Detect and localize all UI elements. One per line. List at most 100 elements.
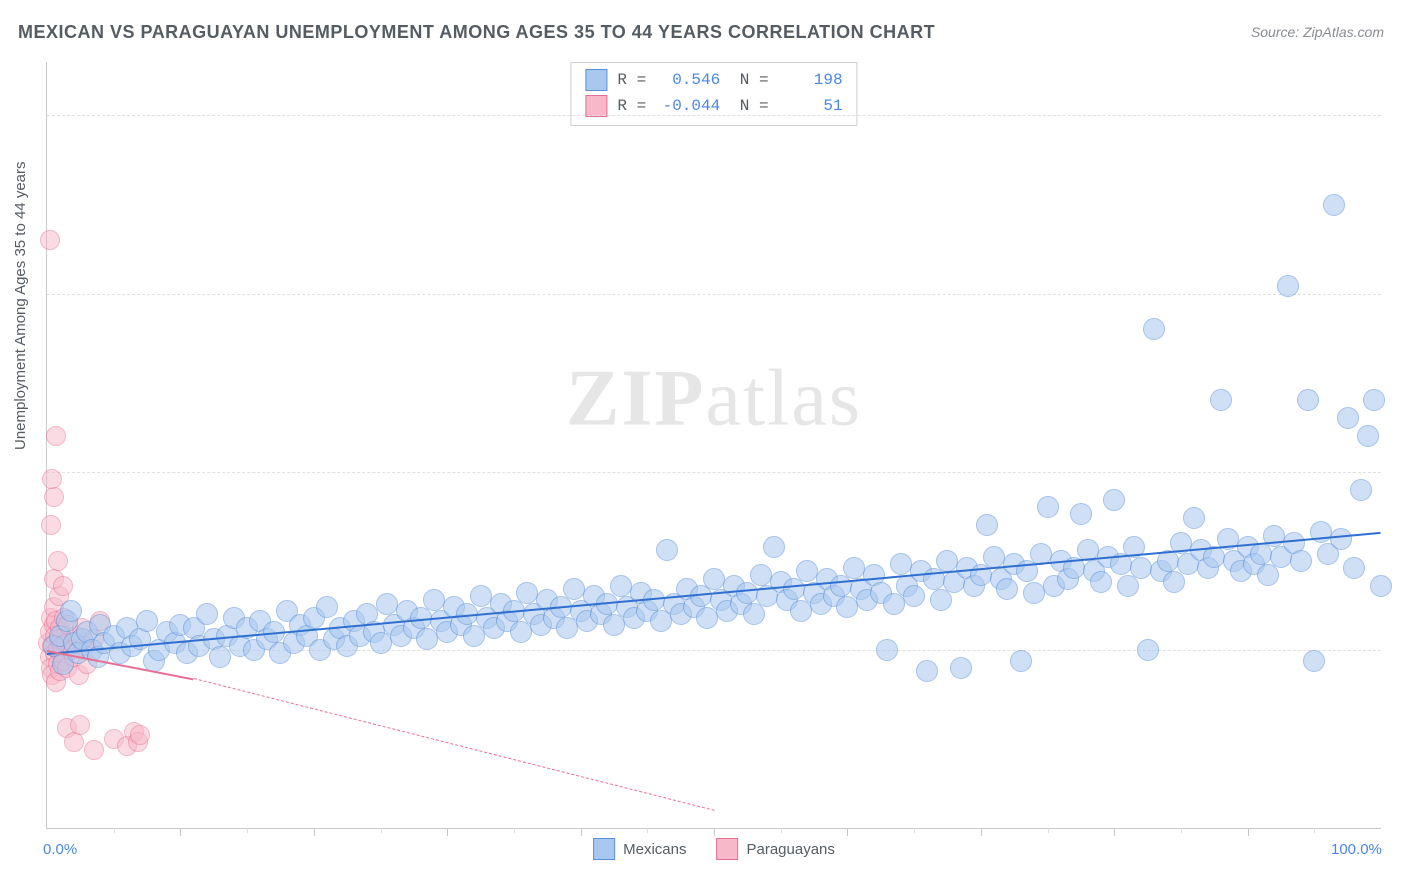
- data-point: [843, 557, 865, 579]
- data-point: [1330, 528, 1352, 550]
- data-point: [603, 614, 625, 636]
- data-point: [1037, 496, 1059, 518]
- legend-item-mexicans: Mexicans: [593, 838, 686, 860]
- data-point: [783, 578, 805, 600]
- data-point: [1143, 318, 1165, 340]
- x-tick: [1248, 828, 1249, 836]
- x-tick: [981, 828, 982, 836]
- data-point: [690, 585, 712, 607]
- watermark-zip: ZIP: [566, 355, 705, 443]
- data-point: [136, 610, 158, 632]
- data-point: [1350, 479, 1372, 501]
- x-tick-minor: [647, 828, 648, 833]
- data-point: [1343, 557, 1365, 579]
- data-point: [510, 621, 532, 643]
- x-tick: [314, 828, 315, 836]
- x-tick: [847, 828, 848, 836]
- data-point: [796, 560, 818, 582]
- data-point: [42, 469, 62, 489]
- data-point: [703, 568, 725, 590]
- legend-label-paraguayans: Paraguayans: [746, 841, 834, 858]
- data-point: [650, 610, 672, 632]
- data-point: [1137, 639, 1159, 661]
- data-point: [1090, 571, 1112, 593]
- data-point: [556, 617, 578, 639]
- y-axis-label: Unemployment Among Ages 35 to 44 years: [12, 161, 29, 450]
- x-tick-minor: [247, 828, 248, 833]
- data-point: [790, 600, 812, 622]
- data-point: [563, 578, 585, 600]
- data-point: [196, 603, 218, 625]
- data-point: [1010, 650, 1032, 672]
- data-point: [950, 657, 972, 679]
- data-point: [423, 589, 445, 611]
- x-tick-minor: [1181, 828, 1182, 833]
- legend-item-paraguayans: Paraguayans: [716, 838, 834, 860]
- stat-r-mex: 0.546: [656, 67, 720, 93]
- data-point: [1277, 275, 1299, 297]
- data-point: [836, 596, 858, 618]
- x-tick: [581, 828, 582, 836]
- x-tick: [447, 828, 448, 836]
- data-point: [890, 553, 912, 575]
- stat-n-label: N =: [730, 67, 768, 93]
- data-point: [983, 546, 1005, 568]
- data-point: [1070, 503, 1092, 525]
- x-tick-minor: [381, 828, 382, 833]
- data-point: [1183, 507, 1205, 529]
- x-tick-label: 100.0%: [1331, 841, 1382, 858]
- data-point: [463, 625, 485, 647]
- x-tick-minor: [914, 828, 915, 833]
- x-tick: [180, 828, 181, 836]
- data-point: [903, 585, 925, 607]
- data-point: [370, 632, 392, 654]
- stat-n-mex: 198: [779, 67, 843, 93]
- data-point: [84, 740, 104, 760]
- data-point: [44, 487, 64, 507]
- data-point: [1357, 425, 1379, 447]
- data-point: [516, 582, 538, 604]
- data-point: [1023, 582, 1045, 604]
- data-point: [1303, 650, 1325, 672]
- x-tick-minor: [781, 828, 782, 833]
- gridline: [47, 115, 1381, 116]
- data-point: [936, 550, 958, 572]
- y-tick-label: 10.0%: [1389, 463, 1406, 480]
- legend-bottom: Mexicans Paraguayans: [593, 838, 835, 860]
- swatch-paraguayans: [585, 95, 607, 117]
- data-point: [883, 593, 905, 615]
- data-point: [830, 575, 852, 597]
- stat-r-label: R =: [617, 67, 646, 93]
- data-point: [1323, 194, 1345, 216]
- data-point: [736, 582, 758, 604]
- data-point: [376, 593, 398, 615]
- gridline: [47, 472, 1381, 473]
- data-point: [53, 576, 73, 596]
- data-point: [1117, 575, 1139, 597]
- data-point: [1370, 575, 1392, 597]
- y-tick-label: 20.0%: [1389, 107, 1406, 124]
- data-point: [60, 600, 82, 622]
- watermark-atlas: atlas: [705, 355, 862, 443]
- data-point: [46, 426, 66, 446]
- swatch-mexicans: [585, 69, 607, 91]
- data-point: [743, 603, 765, 625]
- legend-swatch-mexicans: [593, 838, 615, 860]
- data-point: [996, 578, 1018, 600]
- y-tick-label: 15.0%: [1389, 285, 1406, 302]
- data-point: [1290, 550, 1312, 572]
- x-tick-minor: [1314, 828, 1315, 833]
- data-point: [70, 715, 90, 735]
- x-tick: [714, 828, 715, 836]
- data-point: [209, 646, 231, 668]
- data-point: [1210, 389, 1232, 411]
- watermark: ZIPatlas: [566, 354, 862, 445]
- data-point: [40, 230, 60, 250]
- data-point: [1257, 564, 1279, 586]
- data-point: [1337, 407, 1359, 429]
- data-point: [930, 589, 952, 611]
- data-point: [130, 725, 150, 745]
- source-label: Source: ZipAtlas.com: [1251, 24, 1384, 40]
- data-point: [470, 585, 492, 607]
- x-tick-label: 0.0%: [43, 841, 77, 858]
